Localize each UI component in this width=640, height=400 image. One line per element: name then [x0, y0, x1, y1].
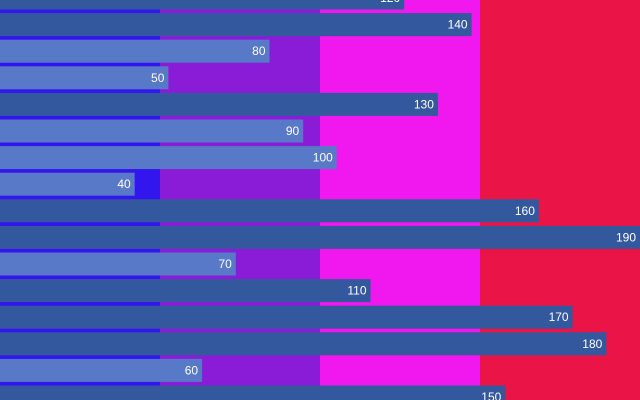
bar-10: [0, 225, 640, 249]
bar-label-6: 90: [286, 124, 300, 138]
bar-5: [0, 92, 438, 116]
bar-4: [0, 66, 169, 90]
bar-7: [0, 146, 337, 170]
bar-label-2: 140: [448, 18, 468, 32]
bar-11: [0, 252, 236, 276]
bar-15: [0, 358, 203, 382]
bar-label-16: 150: [481, 390, 501, 400]
bar-8: [0, 172, 135, 196]
bar-12: [0, 279, 371, 303]
bar-label-5: 130: [414, 97, 434, 111]
bar-label-11: 70: [218, 257, 232, 271]
bar-16: [0, 385, 506, 400]
bar-label-12: 110: [347, 284, 366, 298]
bar-6: [0, 119, 304, 143]
bar-label-15: 60: [185, 363, 199, 377]
bar-9: [0, 199, 539, 223]
bar-label-1: 120: [380, 0, 400, 5]
bar-label-13: 170: [549, 310, 569, 324]
data-labels: 120 140 80 50 130 90 100 40 160 190 70 110 170 180 60 1…: [117, 0, 636, 400]
bar-13: [0, 305, 573, 329]
bar-label-9: 160: [515, 204, 535, 218]
bar-label-4: 50: [151, 71, 165, 85]
bar-label-8: 40: [117, 177, 131, 191]
bar-1: [0, 0, 405, 10]
bar-label-10: 190: [616, 230, 636, 244]
bar-14: [0, 332, 607, 356]
bar-3: [0, 39, 270, 63]
bar-label-7: 100: [313, 151, 333, 165]
bar-2: [0, 13, 472, 37]
bar-label-14: 180: [582, 337, 602, 351]
bar-label-3: 80: [252, 44, 266, 58]
